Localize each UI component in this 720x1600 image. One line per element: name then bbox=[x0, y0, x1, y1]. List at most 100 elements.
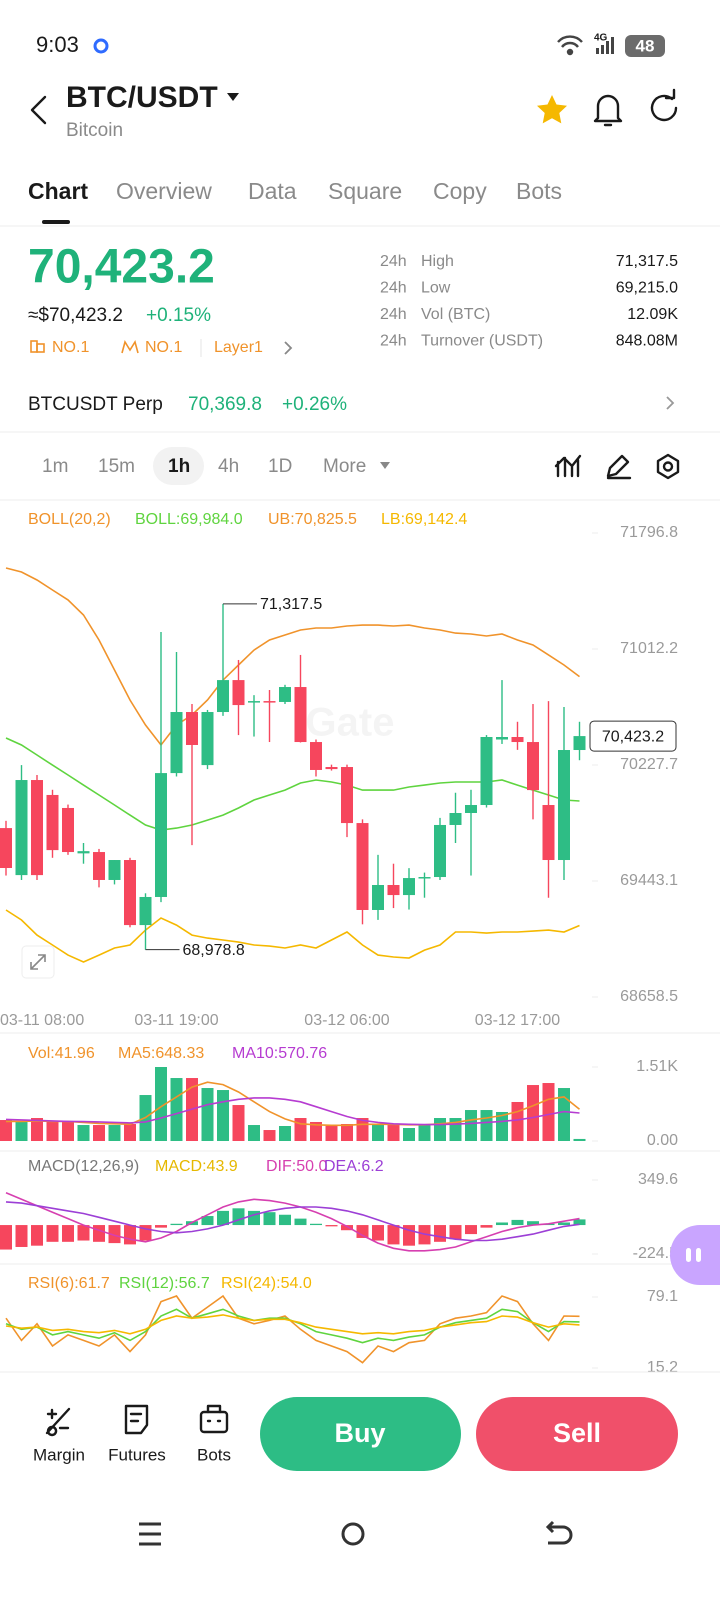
sell-button[interactable] bbox=[476, 1397, 678, 1471]
candle-body bbox=[93, 852, 105, 880]
tag[interactable]: Layer1 bbox=[214, 339, 263, 356]
back-button[interactable] bbox=[30, 95, 47, 125]
volume-bar bbox=[93, 1125, 105, 1141]
interval[interactable]: 1D bbox=[268, 456, 292, 477]
interval-active bbox=[153, 447, 204, 485]
nav-back[interactable] bbox=[545, 1520, 573, 1545]
macd-bar bbox=[449, 1225, 462, 1240]
network-type: 4G bbox=[594, 33, 608, 44]
interval[interactable]: More bbox=[323, 456, 366, 477]
interval[interactable]: 4h bbox=[218, 456, 239, 477]
legend-entry: UB:70,825.5 bbox=[268, 511, 357, 528]
y-tick-label: -224.5 bbox=[633, 1245, 678, 1262]
legend-entry: RSI(12):56.7 bbox=[119, 1275, 210, 1292]
margin-icon[interactable] bbox=[45, 1407, 71, 1437]
macd-bar bbox=[108, 1225, 121, 1244]
interval[interactable]: 1m bbox=[42, 456, 68, 477]
stat-period: 24h bbox=[380, 280, 407, 297]
tab[interactable]: Square bbox=[328, 178, 402, 204]
candle-body bbox=[573, 736, 586, 751]
more-dropdown[interactable] bbox=[380, 462, 390, 469]
tab[interactable]: Data bbox=[248, 178, 297, 204]
volume-bar bbox=[418, 1123, 431, 1141]
volume-bar bbox=[387, 1123, 400, 1141]
macd-bar bbox=[232, 1208, 245, 1226]
last-price-label: 70,423.2 bbox=[602, 728, 664, 745]
legend-entry: MACD:43.9 bbox=[155, 1158, 238, 1175]
tab[interactable]: Copy bbox=[433, 178, 487, 204]
volume-bar bbox=[15, 1121, 28, 1141]
buy-label[interactable]: Buy bbox=[334, 1418, 385, 1448]
macd-bar bbox=[325, 1225, 338, 1227]
indicator-button[interactable] bbox=[554, 454, 582, 478]
interval[interactable]: 15m bbox=[98, 456, 135, 477]
share-button[interactable] bbox=[650, 88, 678, 122]
pair-dropdown[interactable] bbox=[227, 93, 239, 101]
pair-title[interactable]: BTC/USDT bbox=[66, 81, 218, 114]
draw-button[interactable] bbox=[606, 454, 632, 480]
tab[interactable]: Overview bbox=[116, 178, 212, 204]
annotation-label: 71,317.5 bbox=[260, 596, 322, 613]
stat-label: Turnover (USDT) bbox=[421, 333, 543, 350]
candle-body bbox=[511, 737, 524, 743]
last-price-box bbox=[589, 720, 677, 752]
volume-bar bbox=[279, 1126, 291, 1141]
indicator-line bbox=[5, 1192, 580, 1252]
perp-name[interactable]: BTCUSDT Perp bbox=[28, 394, 163, 415]
volume-bar bbox=[201, 1088, 214, 1141]
settings-button[interactable] bbox=[656, 453, 680, 480]
candle-body bbox=[248, 701, 260, 703]
macd-bar bbox=[573, 1219, 586, 1226]
candle-body bbox=[62, 807, 74, 853]
candle-body bbox=[0, 828, 12, 869]
buy-button[interactable] bbox=[260, 1397, 461, 1471]
y-tick-label: 1.51K bbox=[636, 1058, 678, 1075]
interval-bar: 1m 15m 1h 4h 1D More bbox=[42, 456, 366, 477]
floating-assistant[interactable] bbox=[670, 1225, 720, 1285]
watermark: Gate bbox=[306, 701, 395, 745]
futures-icon[interactable] bbox=[124, 1404, 149, 1435]
macd-bar bbox=[93, 1225, 105, 1242]
tool-label[interactable]: Margin bbox=[33, 1445, 85, 1464]
volume-bar bbox=[170, 1078, 183, 1141]
volume-bar bbox=[325, 1126, 338, 1141]
macd-bar bbox=[217, 1210, 229, 1226]
chevron[interactable] bbox=[284, 341, 293, 355]
legend-entry: DEA:6.2 bbox=[324, 1158, 384, 1175]
candle-body bbox=[31, 780, 43, 876]
nav-home[interactable] bbox=[341, 1522, 365, 1546]
macd-bar bbox=[62, 1225, 74, 1242]
volume-bar bbox=[155, 1067, 167, 1141]
candle-body bbox=[325, 767, 338, 770]
stat-value: 69,215.0 bbox=[616, 280, 678, 297]
perp-change: +0.26% bbox=[282, 394, 347, 415]
candle-body bbox=[124, 860, 136, 926]
battery-level: 48 bbox=[636, 36, 655, 55]
tag[interactable]: NO.1 bbox=[52, 339, 89, 356]
chevron[interactable] bbox=[666, 396, 675, 410]
pair-name: Bitcoin bbox=[66, 120, 123, 141]
tool-label[interactable]: Futures bbox=[108, 1445, 166, 1464]
x-tick-label: 03-12 17:00 bbox=[475, 1012, 561, 1029]
favorite-star[interactable] bbox=[537, 95, 567, 124]
tab[interactable]: Chart bbox=[28, 178, 88, 204]
sell-label[interactable]: Sell bbox=[553, 1418, 601, 1448]
status-icon bbox=[93, 38, 109, 54]
stat-value: 848.08M bbox=[616, 333, 678, 350]
tag[interactable]: NO.1 bbox=[145, 339, 182, 356]
tab[interactable]: Bots bbox=[516, 178, 562, 204]
alert-bell[interactable] bbox=[593, 94, 623, 127]
macd-bar bbox=[372, 1225, 384, 1241]
nav-menu[interactable] bbox=[139, 1522, 161, 1546]
bots-icon[interactable] bbox=[199, 1404, 229, 1434]
tool-label[interactable]: Bots bbox=[197, 1445, 231, 1464]
rank-icon bbox=[30, 340, 45, 353]
macd-bar bbox=[465, 1225, 477, 1235]
volume-bar bbox=[124, 1123, 136, 1141]
macd-bar bbox=[310, 1223, 322, 1226]
interval[interactable]: 1h bbox=[168, 456, 190, 477]
macd-chart: 349.6 -224.5 MACD(12,26,9) MACD:43.9 DIF:50.… bbox=[0, 1158, 678, 1262]
fullscreen-button[interactable] bbox=[21, 945, 55, 979]
indicator-line bbox=[5, 1294, 580, 1364]
